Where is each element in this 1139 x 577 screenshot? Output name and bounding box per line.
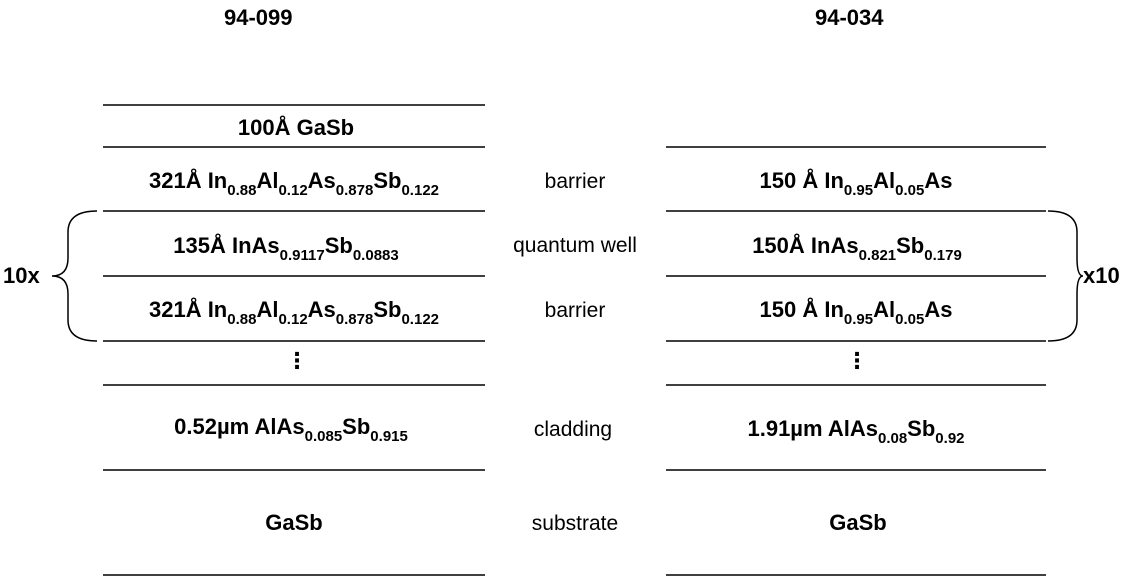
left-sample-title: 94-099 [224,5,293,30]
right-quantum-well-layer: 150Å InAs0.821Sb0.179 [752,233,962,264]
role-barrier-top: barrier [544,170,606,193]
left-substrate-layer: GaSb [265,510,323,535]
role-barrier-bottom: barrier [544,299,606,322]
right-repeat-label: x10 [1083,263,1120,288]
left-cap-layer: 100Å GaSb [238,115,354,141]
role-quantum-well: quantum well [513,234,637,257]
right-repeat-brace [1047,210,1084,342]
left-cap-label: 100Å GaSb [237,115,355,140]
left-quantum-well-layer: 135Å InAs0.9117Sb0.0883 [173,233,399,264]
left-barrier-top-layer: 321Å In0.88Al0.12As0.878Sb0.122 [148,168,440,199]
left-cladding-layer: 0.52µm AlAs0.085Sb0.915 [174,414,408,445]
right-barrier-bottom-layer: 150 Å In0.95Al0.05As [759,297,953,328]
role-cladding: cladding [533,418,613,441]
right-sample-title: 94-034 [815,5,884,30]
left-repeat-label: 10x [3,263,40,288]
right-substrate-layer: GaSb [829,510,887,535]
role-substrate: substrate [531,512,619,535]
right-repeat-dots: ⋮ [846,348,868,373]
right-cladding-layer: 1.91µm AlAs0.08Sb0.92 [747,416,965,447]
left-repeat-brace [51,210,98,342]
left-barrier-bottom-layer: 321Å In0.88Al0.12As0.878Sb0.122 [148,297,440,328]
right-barrier-top-layer: 150 Å In0.95Al0.05As [759,168,953,199]
left-repeat-dots: ⋮ [286,348,308,373]
